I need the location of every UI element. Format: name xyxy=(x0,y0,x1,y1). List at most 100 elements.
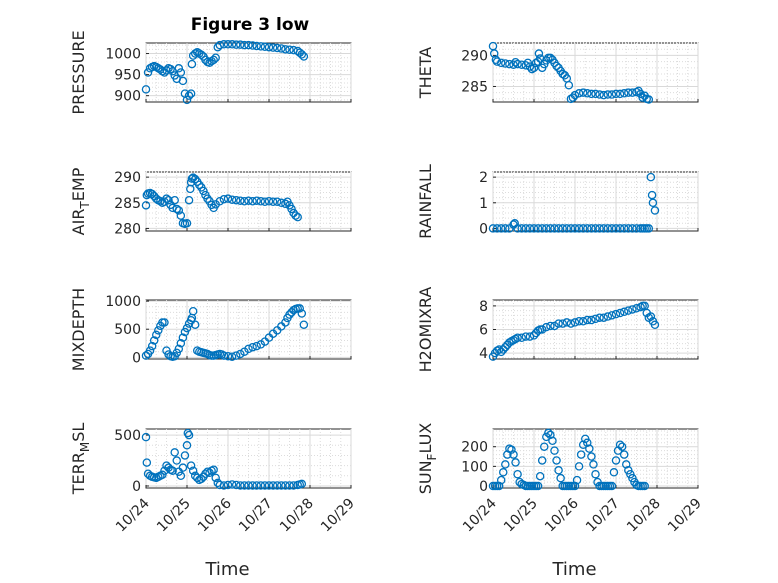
data-point xyxy=(572,475,582,485)
data-point xyxy=(182,219,192,228)
data-point xyxy=(244,481,253,490)
data-point xyxy=(160,318,169,327)
data-point xyxy=(646,312,656,321)
data-point xyxy=(264,196,274,206)
data-point xyxy=(550,446,559,455)
data-point xyxy=(511,458,520,467)
data-point xyxy=(219,40,229,49)
data-point xyxy=(231,351,241,360)
data-point xyxy=(570,318,580,327)
data-point xyxy=(236,349,245,359)
data-point xyxy=(599,224,608,233)
data-point xyxy=(168,466,177,475)
data-point xyxy=(143,68,153,77)
data-point xyxy=(574,316,584,326)
data-point xyxy=(227,195,237,204)
data-point xyxy=(607,311,617,320)
data-point xyxy=(281,318,290,327)
data-point xyxy=(147,341,157,351)
x-tick-label: 10/26 xyxy=(542,495,582,535)
data-point xyxy=(297,309,307,318)
data-point xyxy=(583,224,592,233)
data-point xyxy=(215,480,225,490)
y-axis-label: AIRTEMP xyxy=(69,167,92,235)
x-axis-label: Time xyxy=(551,559,596,580)
data-point xyxy=(244,196,253,205)
data-point xyxy=(540,442,549,451)
data-point xyxy=(509,60,518,69)
data-point xyxy=(562,224,572,233)
subplot-second-right: 0 1 2 RAINFALL xyxy=(416,164,699,239)
data-point xyxy=(640,481,649,491)
figure-title: Figure 3 low xyxy=(191,15,310,35)
data-point xyxy=(578,88,588,97)
data-point xyxy=(182,323,192,333)
data-point xyxy=(534,49,544,58)
data-point xyxy=(223,40,233,49)
data-point xyxy=(209,465,218,474)
data-point xyxy=(164,195,173,205)
y-tick-label: 100 xyxy=(461,459,488,475)
data-point xyxy=(223,194,233,203)
data-point xyxy=(252,41,261,51)
data-point xyxy=(564,80,574,90)
data-point xyxy=(281,45,290,54)
data-point xyxy=(197,474,206,484)
data-point xyxy=(162,66,171,75)
data-point xyxy=(174,64,184,73)
data-point xyxy=(546,430,555,440)
y-tick-label: 500 xyxy=(114,322,141,338)
data-point xyxy=(548,436,557,446)
data-point xyxy=(542,322,551,332)
data-point xyxy=(192,473,202,483)
data-point xyxy=(170,448,179,457)
y-axis-label: THETA xyxy=(416,47,435,99)
y-tick-label: 0 xyxy=(479,221,488,237)
data-point xyxy=(595,313,604,322)
y-axis-label: PRESSURE xyxy=(69,30,88,114)
data-point xyxy=(628,305,637,314)
data-point xyxy=(295,304,304,313)
y-tick-label: 950 xyxy=(114,68,141,84)
data-point xyxy=(272,43,282,53)
data-point xyxy=(268,43,278,52)
data-point xyxy=(537,224,547,233)
data-point xyxy=(498,345,508,354)
data-point xyxy=(591,224,600,233)
data-point xyxy=(546,321,555,331)
data-point xyxy=(554,466,563,475)
data-point xyxy=(141,201,151,210)
data-point xyxy=(183,428,193,438)
data-point xyxy=(277,481,286,490)
data-point xyxy=(517,224,526,233)
data-point xyxy=(219,351,229,360)
data-point xyxy=(209,55,218,65)
y-tick-label: 2 xyxy=(479,170,488,186)
data-point xyxy=(552,456,561,465)
data-point xyxy=(566,319,576,328)
data-point xyxy=(558,224,567,233)
data-point xyxy=(174,206,184,215)
data-point xyxy=(215,40,225,50)
data-point xyxy=(236,481,245,490)
data-point xyxy=(599,90,608,100)
data-point xyxy=(542,224,551,233)
data-point xyxy=(566,224,576,233)
y-tick-label: 1 xyxy=(479,196,488,212)
data-point xyxy=(607,90,617,99)
data-point xyxy=(211,473,220,483)
data-point xyxy=(619,224,629,233)
data-point xyxy=(619,89,629,98)
data-point xyxy=(509,450,518,459)
data-point xyxy=(240,196,249,206)
x-tick-label: 10/29 xyxy=(665,496,705,536)
data-point xyxy=(231,480,241,490)
data-point xyxy=(503,450,512,459)
data-point xyxy=(289,481,298,490)
data-point xyxy=(578,440,588,449)
data-point xyxy=(272,481,282,490)
y-tick-label: 1000 xyxy=(105,47,141,63)
data-point xyxy=(595,224,604,233)
data-point xyxy=(492,57,502,66)
subplot-bottom-right: 0 100 200 10/24 10/25 10/26 10/27 10/28 10/29 SUN… xyxy=(416,423,705,580)
